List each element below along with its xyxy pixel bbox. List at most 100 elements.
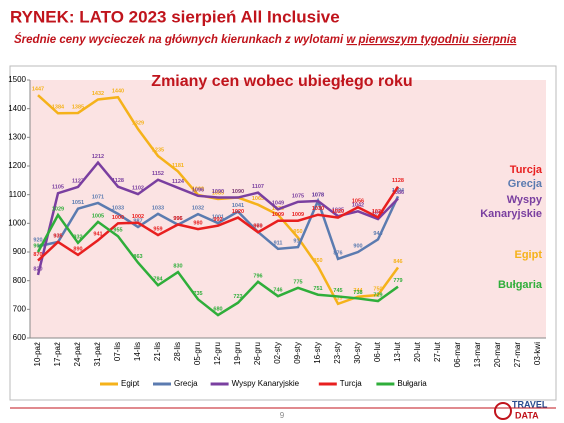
data-label: 1025 — [332, 208, 344, 214]
data-label: 941 — [93, 232, 102, 238]
data-label: 1030 — [312, 206, 324, 212]
data-label: 1447 — [32, 87, 44, 93]
data-label: 1329 — [132, 120, 144, 126]
data-label: 745 — [333, 288, 342, 294]
x-tick-label: 12-gru — [213, 342, 222, 365]
y-tick-label: 900 — [13, 247, 27, 256]
data-label: 1049 — [272, 201, 284, 207]
legend-label: Egipt — [121, 379, 140, 388]
data-label: 932 — [73, 234, 82, 240]
x-tick-label: 02-sty — [273, 342, 282, 364]
x-tick-label: 07-lis — [113, 342, 122, 361]
data-label: 750 — [373, 286, 382, 292]
data-label: 863 — [133, 254, 142, 260]
data-label: 1128 — [392, 178, 404, 184]
data-label: 744 — [353, 288, 363, 294]
data-label: 917 — [293, 239, 302, 245]
x-tick-label: 27-lut — [433, 341, 442, 362]
legend-label: Turcja — [340, 379, 362, 388]
data-label: 935 — [53, 233, 62, 239]
data-label: 1033 — [152, 205, 164, 211]
data-label: 1029 — [52, 206, 64, 212]
x-tick-label: 21-lis — [153, 342, 162, 361]
x-tick-label: 16-sty — [313, 342, 322, 364]
data-label: 1042 — [352, 203, 364, 209]
x-tick-label: 10-paź — [33, 342, 42, 366]
x-tick-label: 23-sty — [333, 342, 342, 364]
data-label: 1056 — [352, 199, 364, 205]
x-tick-label: 30-sty — [353, 342, 362, 364]
y-tick-label: 1500 — [8, 75, 26, 84]
x-tick-label: 24-paź — [73, 342, 82, 366]
data-label: 1000 — [112, 215, 124, 221]
data-label: 911 — [274, 240, 283, 246]
data-label: 1020 — [332, 209, 344, 215]
data-label: 1105 — [52, 185, 64, 191]
data-label: 746 — [273, 288, 282, 294]
y-tick-label: 1000 — [8, 218, 26, 227]
series-side-label: Wyspy Kanaryjskie — [480, 194, 543, 220]
x-tick-label: 13-lut — [393, 341, 402, 362]
data-label: 1041 — [232, 203, 244, 209]
data-label: 796 — [253, 273, 262, 279]
data-label: 729 — [373, 292, 382, 298]
data-label: 955 — [113, 228, 122, 234]
data-label: 1432 — [92, 91, 104, 97]
y-tick-label: 1200 — [8, 161, 26, 170]
series-line — [37, 185, 400, 262]
x-tick-label: 17-paź — [53, 342, 62, 366]
data-label: 779 — [393, 278, 402, 284]
data-label: 992 — [213, 217, 222, 223]
x-tick-label: 06-mar — [453, 342, 462, 368]
data-label: 995 — [173, 216, 182, 222]
data-label: 784 — [153, 277, 163, 283]
x-tick-label: 20-lut — [413, 341, 422, 362]
data-label: 1032 — [192, 206, 204, 212]
data-label: 846 — [393, 259, 402, 265]
data-label: 1107 — [252, 184, 264, 190]
data-label: 980 — [193, 221, 202, 227]
data-label: 850 — [313, 258, 322, 264]
data-label: 890 — [73, 246, 82, 252]
x-tick-label: 26-gru — [253, 342, 262, 365]
data-label: 1005 — [92, 213, 104, 219]
data-label: 1009 — [292, 212, 304, 218]
data-label: 1002 — [132, 214, 144, 220]
data-label: 1152 — [152, 171, 164, 177]
x-tick-label: 06-lut — [373, 341, 382, 362]
data-label: 1021 — [372, 209, 384, 215]
chart-title: Zmiany cen wobec ubiegłego roku — [151, 73, 412, 90]
data-label: 1078 — [312, 192, 324, 198]
logo-icon — [494, 402, 512, 420]
x-tick-label: 14-lis — [133, 342, 142, 361]
y-tick-label: 700 — [13, 304, 27, 313]
data-label: 1085 — [212, 190, 224, 196]
data-label: 900 — [33, 243, 42, 249]
data-label: 1384 — [52, 105, 65, 111]
series-side-label: Bułgaria — [498, 279, 543, 291]
x-tick-label: 27-mar — [513, 342, 522, 368]
data-label: 1033 — [112, 205, 124, 211]
x-tick-label: 19-gru — [233, 342, 242, 365]
data-label: 1009 — [272, 212, 284, 218]
data-label: 969 — [253, 224, 262, 230]
data-label: 935 — [53, 233, 62, 239]
data-label: 1235 — [152, 147, 164, 153]
data-label: 950 — [293, 229, 302, 235]
data-label: 876 — [333, 250, 342, 256]
data-label: 1124 — [172, 179, 185, 185]
data-label: 1090 — [232, 189, 244, 195]
legend-label: Bułgaria — [397, 379, 427, 388]
data-label: 1015 — [372, 210, 384, 216]
y-tick-label: 1400 — [8, 104, 26, 113]
data-label: 751 — [313, 286, 322, 292]
logo-top: TRAVEL — [512, 399, 548, 409]
data-label: 1090 — [232, 189, 244, 195]
data-label: 900 — [353, 243, 362, 249]
data-label: 1086 — [392, 190, 404, 196]
series-line — [37, 195, 400, 261]
legend-label: Wyspy Kanaryjskie — [232, 379, 300, 388]
slide-subtitle: Średnie ceny wycieczek na głównych kieru… — [14, 33, 517, 46]
data-label: 1127 — [72, 178, 84, 184]
